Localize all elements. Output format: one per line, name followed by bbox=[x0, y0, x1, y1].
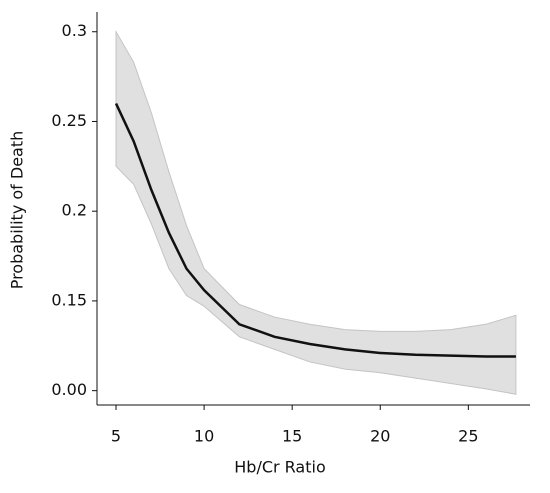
x-tick-label: 20 bbox=[370, 427, 390, 446]
x-tick-label: 10 bbox=[194, 427, 214, 446]
x-tick-label: 25 bbox=[458, 427, 478, 446]
y-tick-label: 0.25 bbox=[51, 111, 87, 130]
x-axis-label: Hb/Cr Ratio bbox=[234, 458, 326, 477]
x-tick-label: 15 bbox=[282, 427, 302, 446]
x-tick-label: 5 bbox=[111, 427, 121, 446]
confidence-band bbox=[115, 29, 517, 395]
line bbox=[114, 102, 516, 358]
y-tick-label: 0.2 bbox=[62, 201, 87, 220]
y-axis-label: Probability of Death bbox=[8, 131, 27, 290]
y-tick-label: 0.3 bbox=[62, 21, 87, 40]
y-tick-label: 0.00 bbox=[51, 380, 87, 399]
y-tick-label: 0.15 bbox=[51, 290, 87, 309]
